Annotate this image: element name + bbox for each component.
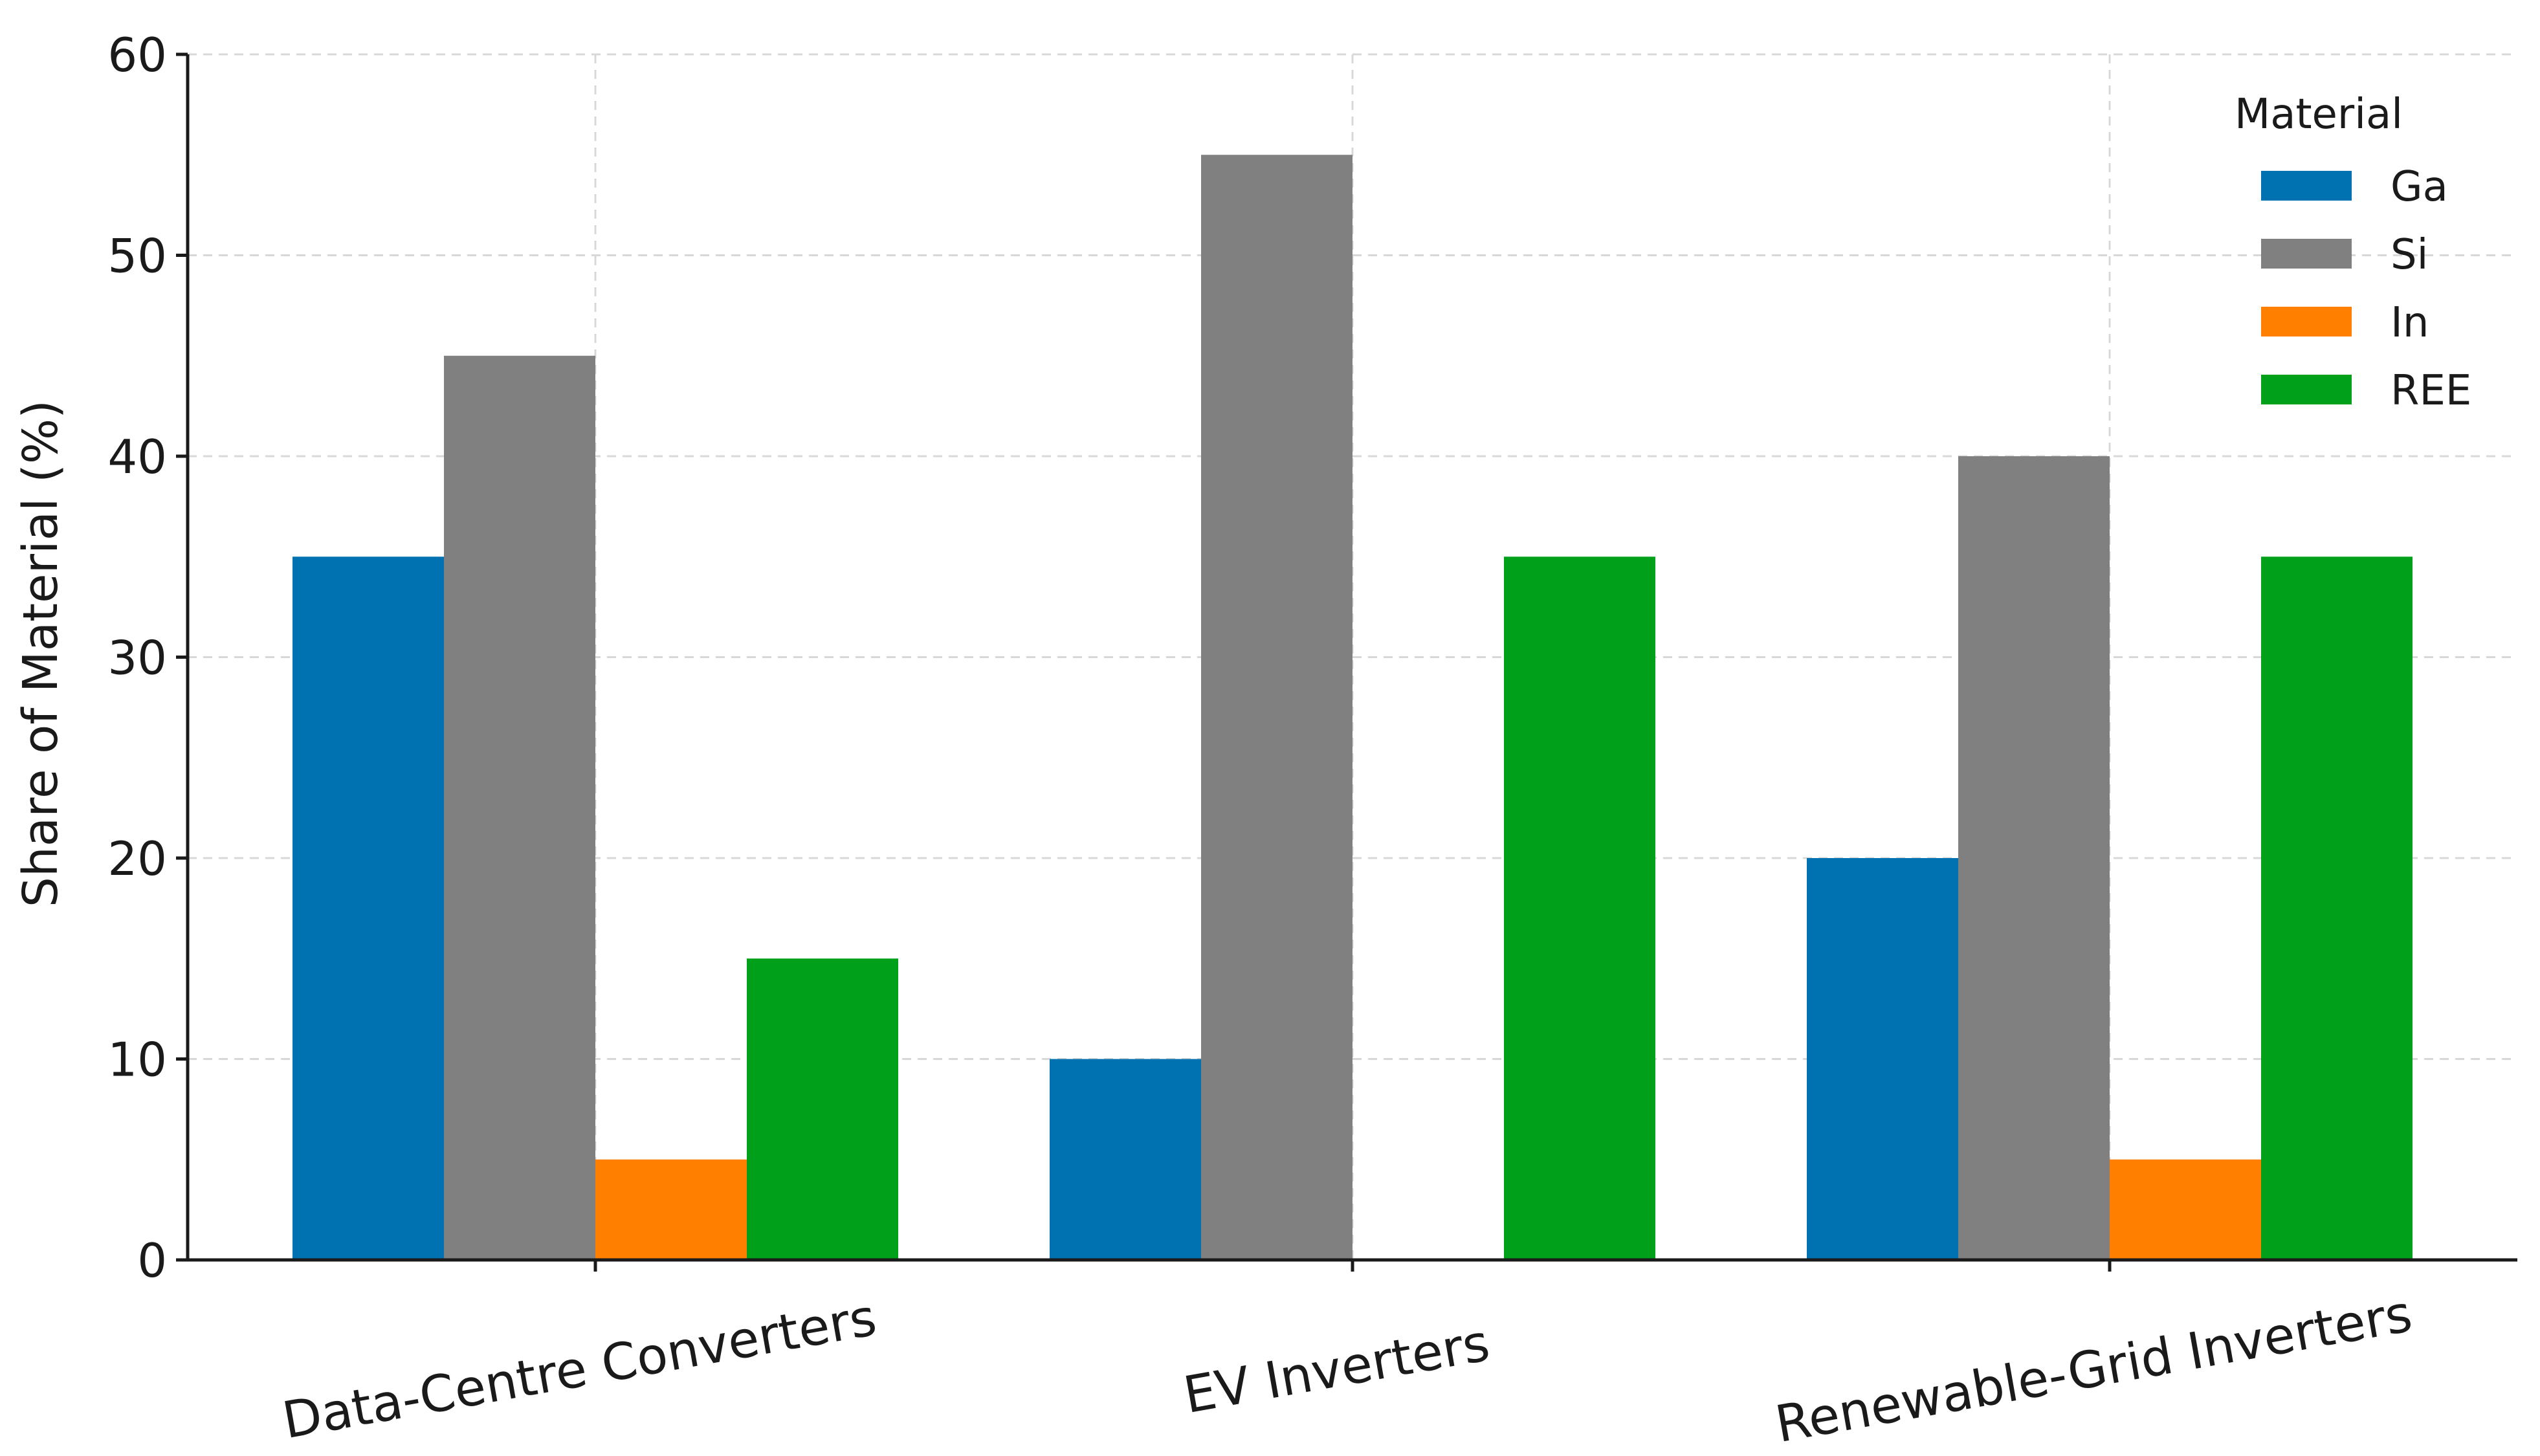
y-tick-label: 0 (137, 1233, 167, 1288)
x-tick-labels: Data-Centre Converters EV Inverters Renewa… (278, 1285, 2416, 1455)
bar-ga-0 (293, 557, 444, 1260)
axis-layer (176, 52, 2517, 1272)
bar-ree-1 (1504, 557, 1655, 1260)
y-axis-title: Share of Material (%) (13, 400, 69, 907)
legend-swatch (2261, 239, 2352, 269)
legend-swatch (2261, 171, 2352, 201)
y-tick-label: 50 (107, 229, 167, 283)
bar-si-0 (444, 355, 595, 1260)
category-label: Data-Centre Converters (278, 1288, 881, 1450)
y-tick-labels: 0 10 20 30 40 50 60 (107, 28, 167, 1288)
y-tick-label: 10 (107, 1033, 167, 1087)
y-tick-label: 30 (107, 631, 167, 685)
bar-ga-2 (1807, 858, 1958, 1260)
y-tick-label: 60 (107, 28, 167, 82)
legend-label: In (2391, 299, 2429, 347)
category-label: Renewable-Grid Inverters (1771, 1285, 2416, 1453)
legend-title: Material (2235, 91, 2403, 138)
legend-label: Ga (2391, 163, 2448, 211)
legend-items: Ga Si In REE (2261, 163, 2471, 415)
bar-si-1 (1201, 155, 1353, 1260)
bar-si-2 (1958, 456, 2110, 1260)
legend-label: Si (2391, 231, 2428, 279)
y-tick-label: 40 (107, 430, 167, 484)
bar-ga-1 (1050, 1059, 1201, 1260)
bar-in-2 (2110, 1159, 2261, 1260)
bar-ree-2 (2261, 557, 2413, 1260)
y-tick-label: 20 (107, 832, 167, 886)
legend: Material Ga Si In REE (2235, 91, 2471, 415)
bar-in-0 (595, 1159, 747, 1260)
bar-layer (293, 155, 2413, 1260)
category-label: EV Inverters (1180, 1314, 1494, 1426)
legend-swatch (2261, 375, 2352, 404)
bar-ree-0 (747, 958, 898, 1260)
legend-label: REE (2391, 367, 2471, 415)
legend-swatch (2261, 307, 2352, 336)
